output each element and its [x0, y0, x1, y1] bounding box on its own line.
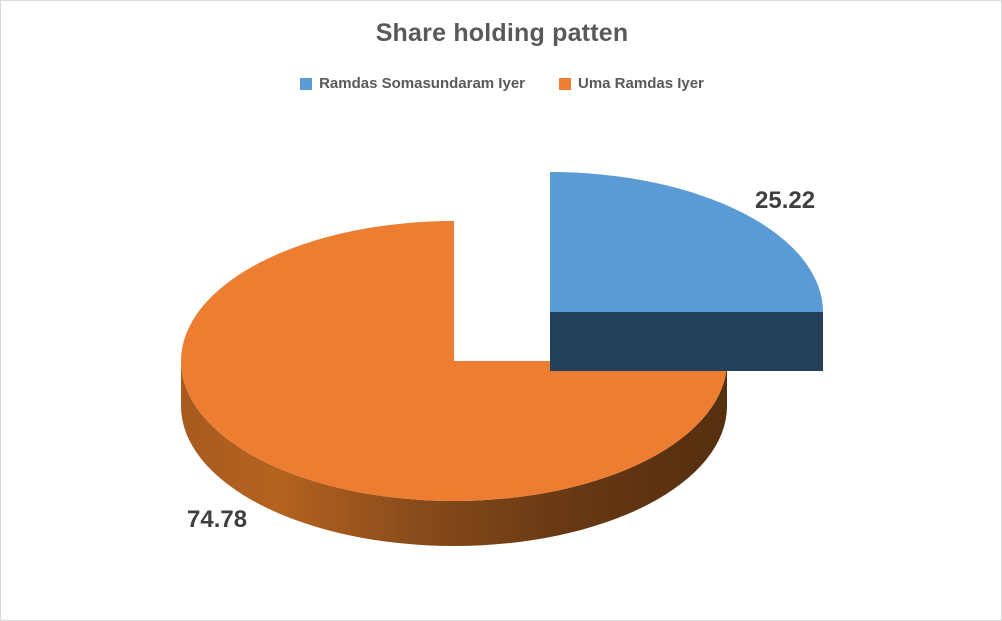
legend-label-uma-ramdas-iyer: Uma Ramdas Iyer — [578, 75, 704, 92]
pie-slice-orange-side-wall — [181, 361, 727, 546]
chart-title: Share holding patten — [375, 19, 629, 47]
legend-item-uma-ramdas-iyer[interactable]: Uma Ramdas Iyer — [559, 75, 704, 92]
data-label-ramdas-somasundaram-iyer: 25.22 — [755, 187, 816, 214]
data-label-uma-ramdas-iyer: 74.78 — [187, 506, 248, 533]
legend-item-ramdas-somasundaram-iyer[interactable]: Ramdas Somasundaram Iyer — [300, 75, 525, 92]
pie-slice-ramdas-somasundaram-iyer[interactable] — [550, 172, 823, 371]
pie-slice-uma-ramdas-iyer[interactable] — [181, 221, 727, 546]
pie-slice-orange-top — [181, 221, 727, 501]
pie-slice-blue-side-wall — [550, 312, 823, 371]
chart-legend[interactable]: Ramdas Somasundaram Iyer Uma Ramdas Iyer — [1, 75, 1001, 92]
legend-label-ramdas-somasundaram-iyer: Ramdas Somasundaram Iyer — [319, 75, 525, 92]
pie-slice-blue-top — [550, 172, 823, 312]
legend-swatch-blue-icon — [300, 77, 313, 90]
legend-swatch-orange-icon — [559, 77, 571, 90]
